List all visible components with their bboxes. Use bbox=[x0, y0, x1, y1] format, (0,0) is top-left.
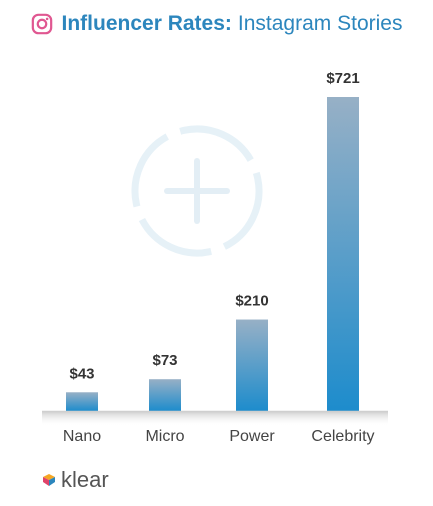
instagram-icon bbox=[31, 13, 52, 35]
category-label-nano: Nano bbox=[63, 428, 101, 445]
category-label-power: Power bbox=[229, 428, 275, 445]
value-label-celebrity: $721 bbox=[326, 70, 359, 87]
brand-logo: klear bbox=[42, 467, 109, 493]
bar-power bbox=[236, 319, 268, 411]
value-label-power: $210 bbox=[235, 293, 268, 310]
category-label-micro: Micro bbox=[145, 428, 184, 445]
category-label-celebrity: Celebrity bbox=[311, 428, 374, 445]
title-light: Instagram Stories bbox=[237, 12, 403, 35]
baseline-shadow bbox=[42, 412, 388, 426]
bar-nano bbox=[66, 392, 98, 411]
title-bold: Influencer Rates: bbox=[61, 12, 232, 35]
plus-circle-icon bbox=[131, 125, 263, 257]
bar-celebrity bbox=[327, 97, 359, 411]
value-label-micro: $73 bbox=[152, 352, 177, 369]
brand-name: klear bbox=[61, 467, 109, 492]
value-label-nano: $43 bbox=[69, 365, 94, 382]
chart-title: Influencer Rates: Instagram Stories bbox=[0, 10, 433, 38]
klear-logo-icon bbox=[43, 474, 55, 486]
bar-micro bbox=[149, 379, 181, 411]
